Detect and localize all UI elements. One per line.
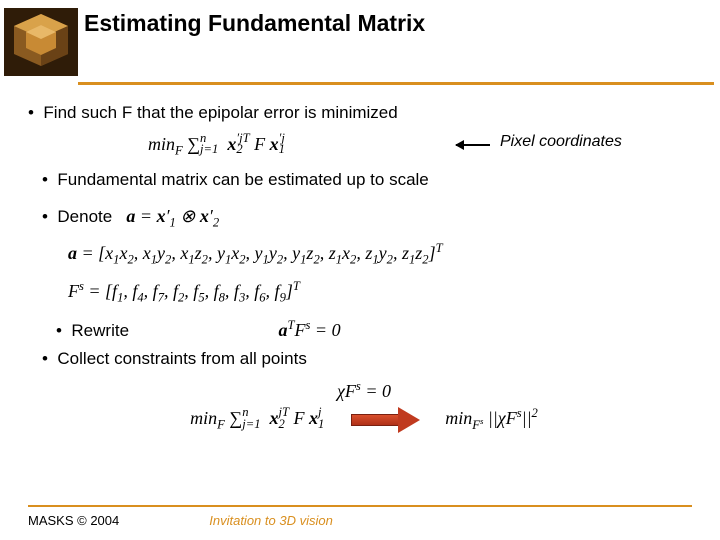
- bullet-2: • Fundamental matrix can be estimated up…: [42, 170, 700, 190]
- bullet-1: • Find such F that the epipolar error is…: [28, 103, 700, 123]
- annotation-pixel: Pixel coordinates: [500, 133, 622, 151]
- equation-bottom-row: minF ∑nj=1 xjT2 F xj1 minFs ||χFs||2: [28, 406, 700, 433]
- equation-chi: χFs = 0: [28, 379, 700, 402]
- equation-fs-vector: Fs = [f1, f4, f7, f2, f5, f8, f3, f6, f9…: [68, 279, 700, 306]
- footer: MASKS © 2004 Invitation to 3D vision: [0, 505, 720, 528]
- bullet-4-text: Rewrite: [71, 321, 129, 340]
- bullet-4: • Rewrite aTFs = 0: [56, 318, 700, 341]
- footer-divider: [28, 505, 692, 507]
- page-title: Estimating Fundamental Matrix: [84, 10, 425, 37]
- bullet-3: • Denote a = x′1 ⊗ x′2: [42, 206, 700, 231]
- copyright-text: MASKS © 2004: [28, 513, 119, 528]
- bullet-1-text: Find such F that the epipolar error is m…: [43, 103, 397, 122]
- equation-bottom-left: minF ∑nj=1 xjT2 F xj1: [190, 408, 329, 428]
- arrow-left-icon: [456, 144, 490, 146]
- content-area: • Find such F that the epipolar error is…: [0, 85, 720, 433]
- bullet-3-text: Denote: [57, 207, 112, 226]
- equation-denote: a = x′1 ⊗ x′2: [126, 206, 219, 226]
- equation-a-vector: a = [x1x2, x1y2, x1z2, y1x2, y1y2, y1z2,…: [68, 241, 700, 268]
- equation-rewrite: aTFs = 0: [279, 320, 341, 340]
- equation-epipolar-error: minF ∑nj=1 x′jT2 F x′j1 Pixel coordinate…: [148, 133, 700, 158]
- book-title-text: Invitation to 3D vision: [209, 513, 333, 528]
- bullet-5: • Collect constraints from all points: [42, 349, 700, 369]
- bullet-5-text: Collect constraints from all points: [57, 349, 306, 368]
- logo-icon: [4, 8, 78, 76]
- implication-arrow-icon: [351, 409, 419, 431]
- equation-bottom-right: minFs ||χFs||2: [445, 408, 538, 428]
- bullet-2-text: Fundamental matrix can be estimated up t…: [57, 170, 428, 189]
- header: Estimating Fundamental Matrix: [0, 0, 720, 76]
